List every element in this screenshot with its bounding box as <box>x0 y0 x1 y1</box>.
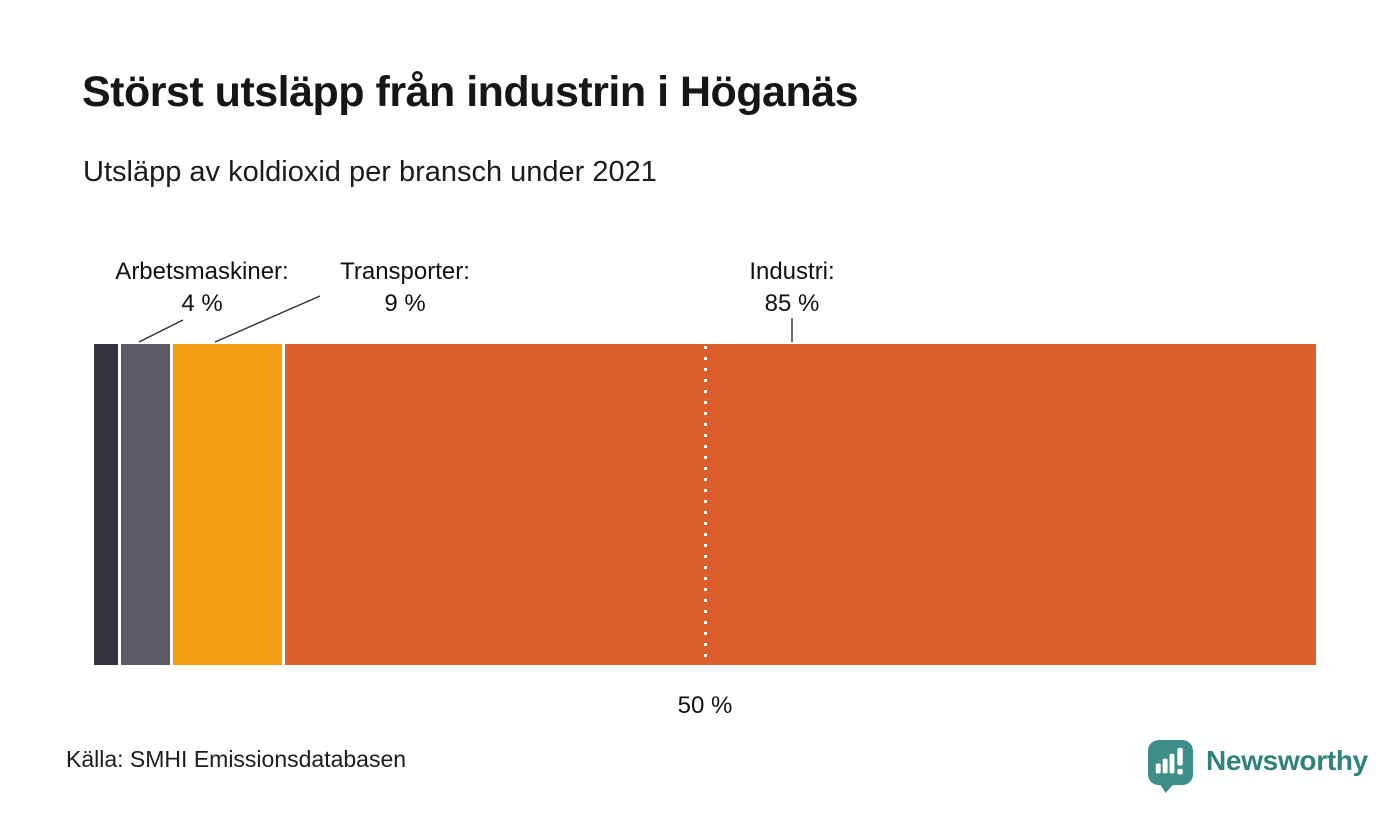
annotation-label: Industri: <box>749 258 835 285</box>
bar-segment-unlabeled <box>94 344 119 665</box>
annotation-value: 9 % <box>384 289 426 317</box>
bar-segment-transporter <box>172 344 282 665</box>
annotation-value: 4 % <box>181 289 223 317</box>
fifty-percent-dotted-line <box>703 346 707 663</box>
annotation-label: Transporter: <box>340 258 470 285</box>
fifty-percent-label: 50 % <box>677 692 733 719</box>
newsworthy-icon <box>1147 740 1194 793</box>
chart-subtitle: Utsläpp av koldioxid per bransch under 2… <box>83 156 657 188</box>
annotation-arbetsmaskiner: Arbetsmaskiner: 4 % <box>115 256 288 319</box>
annotation-industri: Industri: 85 % <box>749 256 834 319</box>
newsworthy-logo: Newsworthy <box>1146 738 1368 793</box>
bar-segment-arbetsmaskiner <box>121 344 170 665</box>
annotation-transporter: Transporter: 9 % <box>340 256 470 319</box>
stacked-bar-segments <box>94 344 1316 665</box>
leader-line-arbetsmaskiner <box>138 319 184 343</box>
stacked-bar <box>94 344 1316 665</box>
chart-title: Störst utsläpp från industrin i Höganäs <box>82 68 859 116</box>
source-text: Källa: SMHI Emissionsdatabasen <box>66 746 407 772</box>
newsworthy-wordmark: Newsworthy <box>1206 745 1368 776</box>
annotation-value: 85 % <box>764 289 820 317</box>
bar-segment-industri <box>284 344 1316 665</box>
annotation-label: Arbetsmaskiner: <box>115 258 289 285</box>
